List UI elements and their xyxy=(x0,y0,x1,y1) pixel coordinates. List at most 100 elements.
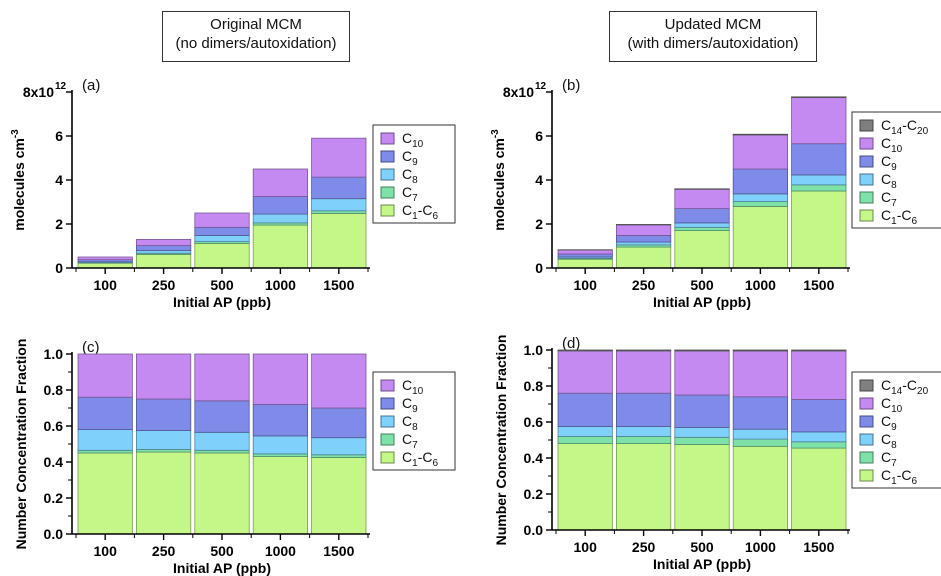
header-original-subtitle: (no dimers/autoxidation) xyxy=(175,35,337,52)
y-tick-label: 0 xyxy=(55,260,63,276)
bar-segment-c7 xyxy=(732,201,789,207)
header-updated-title: Updated MCM xyxy=(664,16,762,33)
legend-label-base: C xyxy=(881,395,891,411)
bar-segment-c1-c6 xyxy=(616,443,672,531)
bar-segment-c10 xyxy=(135,238,192,246)
y-tick-label: 0 xyxy=(535,260,543,276)
x-tick-label: 1000 xyxy=(265,543,296,559)
bar-segment-c8 xyxy=(791,431,847,443)
bar-segment-c1-c6 xyxy=(732,445,789,531)
legend-label-c8: C8 xyxy=(402,166,418,186)
y-axis-label: molecules cm-3 xyxy=(490,129,507,231)
bar-segment-c9 xyxy=(557,253,613,258)
x-tick-label: 1500 xyxy=(323,543,354,559)
y-axis-label-text: molecules cm xyxy=(491,138,507,231)
panel-label: (c) xyxy=(82,339,100,356)
bar-segment-c1-c6 xyxy=(791,447,847,531)
legend-label-sub: 10 xyxy=(412,139,424,150)
bar-segment-c10 xyxy=(674,188,730,210)
bar-segment-c9 xyxy=(557,392,613,427)
bar-segment-c14-c20 xyxy=(732,133,789,136)
legend-label-base: C xyxy=(402,202,412,218)
legend-label-sub2: 6 xyxy=(911,476,917,487)
legend-label-sub: 9 xyxy=(891,162,897,173)
y-tick-label: 0.8 xyxy=(44,382,64,398)
bar-segment-c1-c6 xyxy=(732,205,789,269)
header-updated-subtitle: (with dimers/autoxidation) xyxy=(627,35,799,52)
legend-label-sub2: 6 xyxy=(432,211,438,222)
legend-swatch-c9 xyxy=(859,155,874,168)
panel-label: (b) xyxy=(562,77,580,94)
legend-label-c10: C10 xyxy=(881,395,903,415)
legend-label-c8: C8 xyxy=(881,431,897,451)
bar-segment-c7 xyxy=(732,438,789,447)
legend-label-c10: C10 xyxy=(402,377,424,397)
header-updated-mcm: Updated MCM (with dimers/autoxidation) xyxy=(609,11,817,62)
legend-label-sub: 1 xyxy=(891,476,897,487)
x-tick-label: 1000 xyxy=(745,539,776,555)
legend-label-base: C xyxy=(881,171,891,187)
bar-segment-c7 xyxy=(77,449,133,454)
bar-segment-c7 xyxy=(616,435,672,444)
bar-segment-c1-c6 xyxy=(616,246,672,269)
legend-label-mid: -C xyxy=(902,377,917,393)
bar-segment-c9 xyxy=(732,168,789,195)
bar-segment-c9 xyxy=(674,394,730,428)
x-tick-label: 500 xyxy=(690,539,714,555)
legend-swatch-c7 xyxy=(380,186,395,199)
y-tick-label: 0.8 xyxy=(524,378,544,394)
legend-label-c14-c20: C14-C20 xyxy=(881,117,929,137)
y-tick-label: 0.2 xyxy=(524,486,544,502)
legend-label-sub: 1 xyxy=(412,211,418,222)
bar-segment-c1-c6 xyxy=(311,213,367,269)
bar-segment-c7 xyxy=(791,441,847,449)
legend-label-sub: 9 xyxy=(412,404,418,415)
legend-swatch-c9 xyxy=(859,415,874,428)
y-tick-label: 0.4 xyxy=(524,450,544,466)
bar-segment-c9 xyxy=(135,245,192,252)
legend-label-sub2: 6 xyxy=(432,458,438,469)
y-tick-label: 2 xyxy=(55,216,63,232)
legend-label-base: C xyxy=(881,467,891,483)
bar-segment-c8 xyxy=(616,426,672,437)
chart-panel-d: (d) 0.0 0.2 0.4 0.6 0.8 1.0 100 250 500 1000 1500 In… xyxy=(493,335,941,572)
bar-segment-c9 xyxy=(194,400,250,433)
legend-label-sub: 8 xyxy=(891,180,897,191)
legend-swatch-c1-c6 xyxy=(859,209,874,222)
legend-label-sub: 14 xyxy=(891,386,903,397)
y-tick-label: 6 xyxy=(535,128,543,144)
legend-label-sub: 10 xyxy=(891,404,903,415)
legend-label-sub: 7 xyxy=(891,458,897,469)
bar-segment-c9 xyxy=(732,396,789,430)
legend-label-c10: C10 xyxy=(881,135,903,155)
legend-label-c1-c6: C1-C6 xyxy=(881,207,917,227)
bar-segment-c1-c6 xyxy=(311,457,367,535)
bar-segment-c9 xyxy=(252,403,308,437)
bar-segment-c7 xyxy=(791,184,847,192)
legend-label-base: C xyxy=(402,184,412,200)
bar-segment-c9 xyxy=(311,176,367,200)
legend-label-c9: C9 xyxy=(881,153,897,173)
bar-segment-c8 xyxy=(732,193,789,202)
x-tick-label: 500 xyxy=(690,277,714,293)
bar-segment-c10 xyxy=(791,97,847,145)
legend-label-base: C xyxy=(402,148,412,164)
x-tick-label: 100 xyxy=(94,543,118,559)
bar-segment-c10 xyxy=(252,168,308,197)
legend-label-sub: 1 xyxy=(412,458,418,469)
bar-segment-c10 xyxy=(135,353,192,400)
bar-segment-c14-c20 xyxy=(732,349,789,352)
legend-label-mid: -C xyxy=(897,207,912,223)
legend-swatch-c1-c6 xyxy=(859,469,874,482)
bar-segment-c8 xyxy=(252,435,308,455)
legend-swatch-c9 xyxy=(380,150,395,163)
chart-panel-b: (b) 0 2 4 6 8x10 12 100 250 500 1000 1500 Initial AP… xyxy=(490,77,941,310)
legend-swatch-c7 xyxy=(380,433,395,446)
legend-label-c1-c6: C1-C6 xyxy=(402,202,438,222)
legend-swatch-c8 xyxy=(859,433,874,446)
bar-segment-c10 xyxy=(674,350,730,396)
legend-label-sub: 10 xyxy=(412,386,424,397)
bar-segment-c9 xyxy=(791,399,847,433)
legend-label-sub: 7 xyxy=(412,440,418,451)
bar-segment-c1-c6 xyxy=(194,242,250,269)
